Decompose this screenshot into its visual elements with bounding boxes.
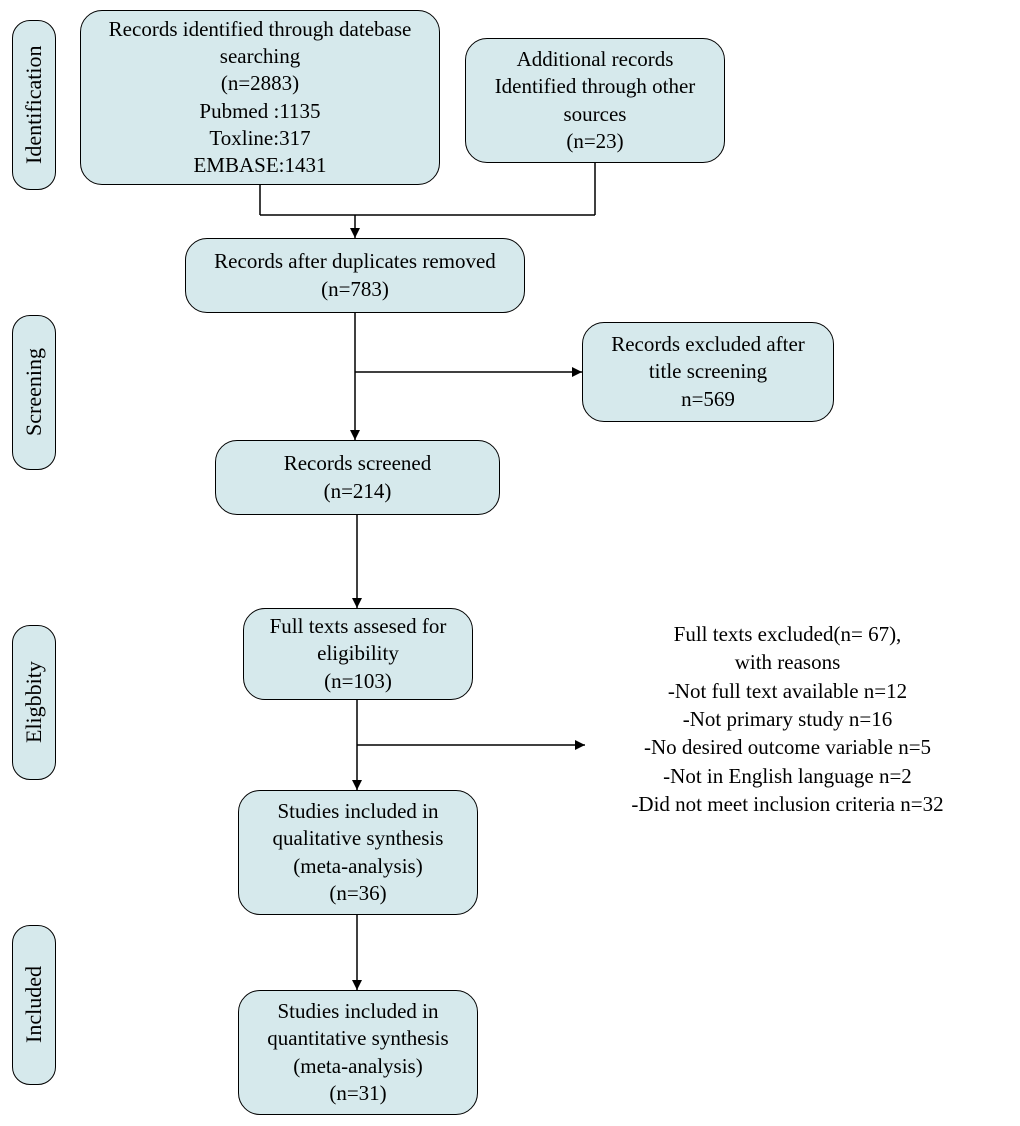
node-text: (n=214) <box>324 478 392 505</box>
node-text: searching <box>220 43 300 70</box>
node-text: title screening <box>649 358 767 385</box>
node-text: Additional records <box>517 46 674 73</box>
node-excluded-reasons: Full texts excluded(n= 67), with reasons… <box>590 620 985 818</box>
node-text: with reasons <box>735 648 841 676</box>
node-text: (n=2883) <box>221 70 299 97</box>
stage-included: Included <box>12 925 56 1085</box>
node-text: (n=783) <box>321 276 389 303</box>
node-text: Records after duplicates removed <box>214 248 496 275</box>
stage-label-text: Identification <box>21 46 47 165</box>
stage-label-text: Screening <box>21 349 47 437</box>
node-other-sources: Additional records Identified through ot… <box>465 38 725 163</box>
stage-label-text: Eligbbity <box>21 662 47 744</box>
node-text: Full texts excluded(n= 67), <box>674 620 902 648</box>
node-text: (meta-analysis) <box>293 853 422 880</box>
node-db-search: Records identified through datebase sear… <box>80 10 440 185</box>
node-fulltext: Full texts assesed for eligibility (n=10… <box>243 608 473 700</box>
node-after-duplicates: Records after duplicates removed (n=783) <box>185 238 525 313</box>
node-text: qualitative synthesis <box>273 825 444 852</box>
node-quantitative: Studies included in quantitative synthes… <box>238 990 478 1115</box>
stage-identification: Identification <box>12 20 56 190</box>
node-text: -Not primary study n=16 <box>683 705 893 733</box>
node-text: -Not full text available n=12 <box>668 677 907 705</box>
node-text: Full texts assesed for <box>270 613 447 640</box>
node-text: quantitative synthesis <box>267 1025 448 1052</box>
node-screened: Records screened (n=214) <box>215 440 500 515</box>
stage-label-text: Included <box>21 967 47 1044</box>
node-text: eligibility <box>317 640 399 667</box>
node-text: -Did not meet inclusion criteria n=32 <box>631 790 943 818</box>
node-text: EMBASE:1431 <box>193 152 326 179</box>
node-text: Pubmed :1135 <box>199 98 320 125</box>
node-text: n=569 <box>681 386 735 413</box>
node-text: Studies included in <box>278 798 439 825</box>
stage-eligibility: Eligbbity <box>12 625 56 780</box>
stage-screening: Screening <box>12 315 56 470</box>
node-text: -No desired outcome variable n=5 <box>644 733 931 761</box>
node-text: Identified through other <box>495 73 696 100</box>
node-text: Records excluded after <box>611 331 805 358</box>
node-text: (n=36) <box>329 880 386 907</box>
node-text: (meta-analysis) <box>293 1053 422 1080</box>
node-text: (n=103) <box>324 668 392 695</box>
node-text: Studies included in <box>278 998 439 1025</box>
node-excluded-title: Records excluded after title screening n… <box>582 322 834 422</box>
node-qualitative: Studies included in qualitative synthesi… <box>238 790 478 915</box>
node-text: Records screened <box>284 450 432 477</box>
node-text: -Not in English language n=2 <box>663 762 912 790</box>
node-text: (n=23) <box>566 128 623 155</box>
node-text: (n=31) <box>329 1080 386 1107</box>
node-text: sources <box>564 101 627 128</box>
node-text: Records identified through datebase <box>109 16 412 43</box>
node-text: Toxline:317 <box>209 125 310 152</box>
